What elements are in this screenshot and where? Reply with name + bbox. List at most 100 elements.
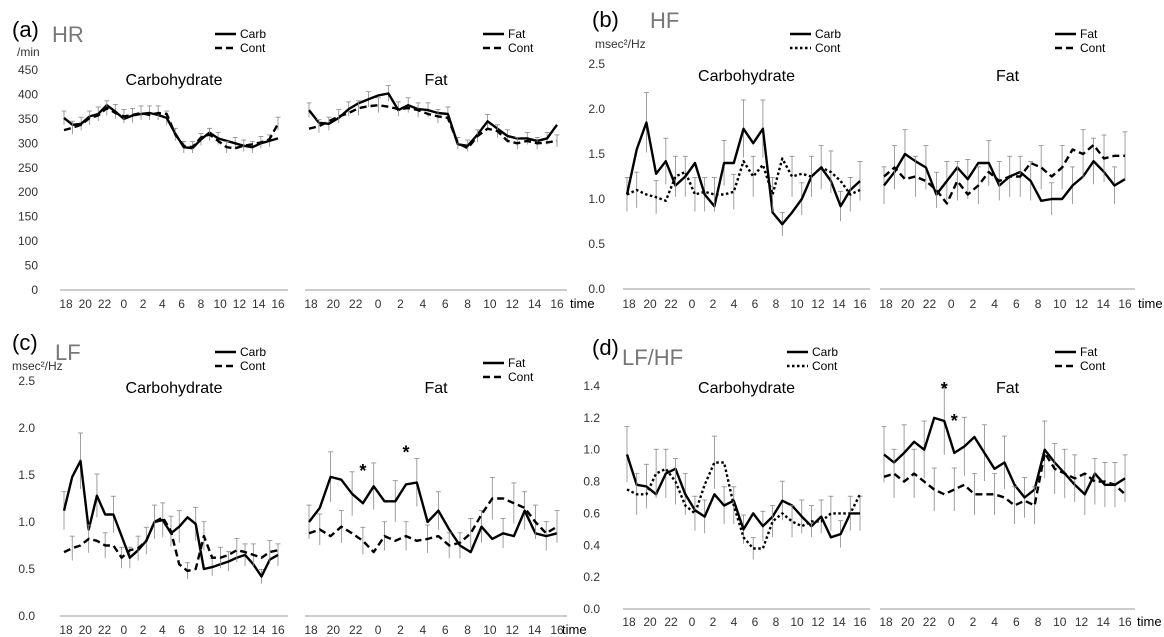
series-line-fat [883,152,1126,203]
x-tick-label: 8 [198,623,205,637]
x-tick-label: 0 [948,297,955,311]
y-tick-label: 0.6 [583,506,600,520]
x-tick-label: 2 [970,297,977,311]
x-tick-label: 10 [483,623,497,637]
x-tick-label: 18 [59,623,73,637]
x-tick-label: 14 [832,615,846,629]
x-tick-label: 2 [397,297,404,311]
y-tick-label: 50 [25,259,39,273]
y-unit-label: /min [17,45,40,59]
y-tick-label: 1.0 [18,515,35,529]
x-tick-label: 16 [1118,615,1132,629]
x-tick-label: 4 [159,297,166,311]
x-tick-label: 6 [178,623,185,637]
y-tick-label: 450 [18,63,38,77]
x-tick-label: 10 [1053,297,1067,311]
legend-label: Fat [508,356,526,370]
y-tick-label: 0.8 [583,475,600,489]
significance-marker: * [403,442,410,462]
x-tick-label: 12 [506,297,520,311]
x-tick-label: 10 [790,297,804,311]
x-tick-label: 10 [1053,615,1067,629]
x-tick-label: 22 [664,615,678,629]
x-tick-label: 12 [811,615,825,629]
x-tick-label: 12 [1075,297,1089,311]
series-line-cont [626,157,861,203]
subplot-title: Fat [424,380,448,397]
y-tick-label: 2.5 [588,57,605,71]
x-tick-label: 8 [1035,297,1042,311]
y-tick-label: 100 [18,234,38,248]
series-line-cont [63,106,280,150]
legend-label: Fat [1080,345,1098,359]
panel-3: (d) LF/HF 0.0 0.2 0.4 0.6 0.8 1.0 1.2 1.4 Carbohyd… [583,335,1161,629]
subplot-title: Carbohydrate [698,68,795,85]
x-tick-label: 18 [304,623,318,637]
y-tick-label: 1.0 [588,192,605,206]
x-tick-label: 0 [375,297,382,311]
x-tick-label: 20 [901,297,915,311]
x-tick-label: 18 [622,297,636,311]
x-tick-label: 22 [98,623,112,637]
x-tick-label: 4 [991,297,998,311]
panel-1: (b) HF msec²/Hz 0.0 0.5 1.0 1.5 2.0 2.5 Carbohydr… [588,7,1162,311]
y-tick-label: 2.0 [588,102,605,116]
legend-label: Carb [240,345,266,359]
x-tick-label: 18 [59,297,73,311]
x-tick-label: 10 [483,297,497,311]
x-tick-label: 20 [79,623,93,637]
series-line-cont [63,516,279,573]
x-tick-label: 16 [853,297,867,311]
x-tick-label: 10 [214,623,228,637]
y-tick-label: 1.5 [588,147,605,161]
subplot-title: Carbohydrate [126,380,223,397]
legend-label: Cont [240,41,266,55]
x-tick-label: 2 [140,297,147,311]
x-tick-label: 4 [419,623,426,637]
x-tick-label: 20 [901,615,915,629]
x-tick-label: 10 [790,615,804,629]
x-tick-label: 6 [178,297,185,311]
x-axis-time-label: time [1138,296,1163,311]
x-tick-label: 20 [643,297,657,311]
panel-label: (d) [592,335,619,360]
x-tick-label: 12 [233,623,247,637]
y-unit-label: msec²/Hz [12,359,63,373]
significance-marker: * [951,411,958,431]
y-tick-label: 400 [18,87,38,101]
x-tick-label: 2 [710,297,717,311]
series-line-fat [308,92,558,148]
x-tick-label: 6 [442,623,449,637]
y-tick-label: 250 [18,161,38,175]
x-tick-label: 16 [550,297,564,311]
x-tick-label: 14 [1097,297,1111,311]
panel-label: (c) [12,330,38,355]
subplot-title: Fat [996,68,1020,85]
y-tick-label: 350 [18,112,38,126]
x-tick-label: 6 [752,297,759,311]
x-tick-label: 0 [689,297,696,311]
y-tick-label: 2.0 [18,421,35,435]
x-tick-label: 4 [159,623,166,637]
x-axis-time-label: time [562,622,587,637]
significance-marker: * [359,461,366,481]
x-tick-label: 12 [506,623,520,637]
x-tick-label: 18 [304,297,318,311]
y-tick-label: 1.2 [583,411,600,425]
x-tick-label: 14 [1097,615,1111,629]
series-line-fat [883,416,1126,499]
panel-title: HF [650,8,679,33]
panel-label: (b) [592,7,619,32]
x-tick-label: 14 [528,297,542,311]
x-tick-label: 22 [349,623,363,637]
x-tick-label: 12 [811,297,825,311]
x-tick-label: 6 [1013,297,1020,311]
panel-title: HR [52,22,84,47]
panel-title: LF [55,340,81,365]
